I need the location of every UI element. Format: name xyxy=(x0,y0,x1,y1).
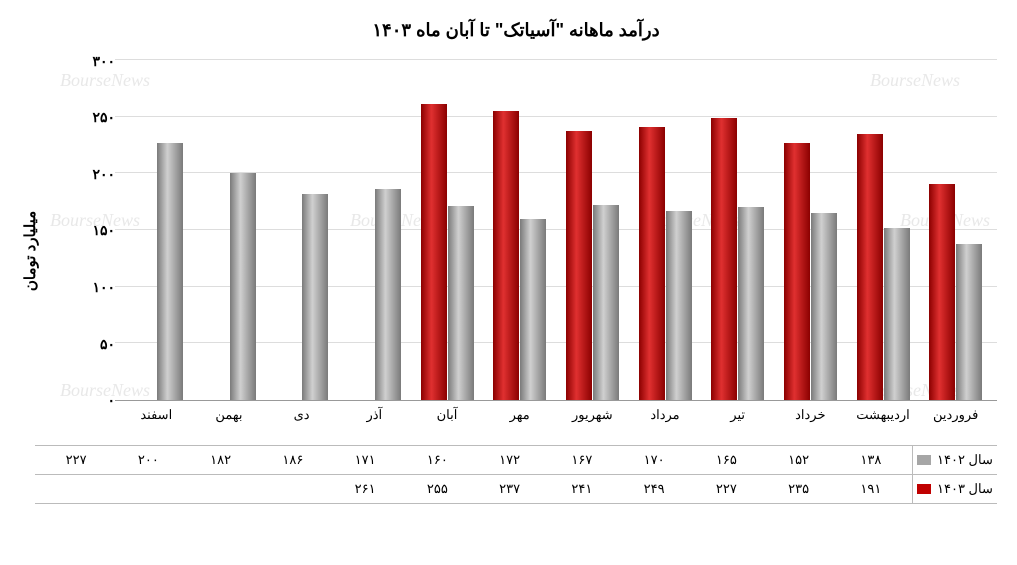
bar-1402 xyxy=(157,143,183,400)
x-label: فروردین xyxy=(919,407,992,423)
data-cell xyxy=(185,475,257,503)
data-cell: ۱۳۸ xyxy=(835,446,907,474)
bar-group xyxy=(711,61,764,400)
x-label: تیر xyxy=(701,407,774,423)
x-label: آبان xyxy=(411,407,484,423)
x-label: مرداد xyxy=(629,407,702,423)
legend-label-1403: سال ۱۴۰۳ xyxy=(937,481,993,497)
bar-1403 xyxy=(711,118,737,400)
chart-title: درآمد ماهانه "آسیاتک" تا آبان ماه ۱۴۰۳ xyxy=(35,20,997,41)
legend-swatch-1403 xyxy=(917,484,931,494)
bar-group xyxy=(639,61,692,400)
data-cell: ۲۴۱ xyxy=(546,475,618,503)
data-cell: ۲۲۷ xyxy=(690,475,762,503)
bar-1402 xyxy=(593,205,619,400)
bar-group xyxy=(130,61,183,400)
bar-1402 xyxy=(666,211,692,400)
bar-group xyxy=(275,61,328,400)
bar-1402 xyxy=(520,219,546,400)
bar-1402 xyxy=(956,244,982,400)
plot-wrap: فروردیناردیبهشتخردادتیرمردادشهریورمهرآبا… xyxy=(115,61,997,441)
bar-1402 xyxy=(738,207,764,400)
data-cell: ۱۶۷ xyxy=(546,446,618,474)
data-row-1403: سال ۱۴۰۳ ۱۹۱۲۳۵۲۲۷۲۴۹۲۴۱۲۳۷۲۵۵۲۶۱ xyxy=(35,474,997,504)
x-axis-labels: فروردیناردیبهشتخردادتیرمردادشهریورمهرآبا… xyxy=(115,401,997,423)
bar-group xyxy=(493,61,546,400)
bar-group xyxy=(203,61,256,400)
data-cell: ۱۷۱ xyxy=(329,446,401,474)
bar-1402 xyxy=(884,228,910,400)
x-label: آذر xyxy=(338,407,411,423)
data-cell: ۱۷۰ xyxy=(618,446,690,474)
x-label: شهریور xyxy=(556,407,629,423)
bar-1402 xyxy=(811,213,837,400)
bar-1403 xyxy=(929,184,955,400)
data-cell: ۱۹۱ xyxy=(835,475,907,503)
bar-1402 xyxy=(375,189,401,400)
x-label: خرداد xyxy=(774,407,847,423)
data-cell: ۱۸۶ xyxy=(257,446,329,474)
data-cell: ۱۸۲ xyxy=(185,446,257,474)
chart-area: میلیارد تومان ۳۰۰۲۵۰۲۰۰۱۵۰۱۰۰۵۰۰ فروردین… xyxy=(35,61,997,441)
plot-area xyxy=(115,61,997,401)
data-cell: ۱۶۵ xyxy=(690,446,762,474)
x-label: دی xyxy=(265,407,338,423)
legend-label-1402: سال ۱۴۰۲ xyxy=(937,452,993,468)
data-cells-1403: ۱۹۱۲۳۵۲۲۷۲۴۹۲۴۱۲۳۷۲۵۵۲۶۱ xyxy=(35,475,912,503)
data-cell xyxy=(40,475,112,503)
data-cell: ۱۶۰ xyxy=(401,446,473,474)
data-cell: ۲۵۵ xyxy=(401,475,473,503)
grid-line xyxy=(115,59,997,60)
y-axis: ۳۰۰۲۵۰۲۰۰۱۵۰۱۰۰۵۰۰ xyxy=(65,61,115,401)
data-row-1402: سال ۱۴۰۲ ۱۳۸۱۵۲۱۶۵۱۷۰۱۶۷۱۷۲۱۶۰۱۷۱۱۸۶۱۸۲۲… xyxy=(35,445,997,474)
bar-1403 xyxy=(784,143,810,400)
data-cell xyxy=(257,475,329,503)
data-cell: ۲۳۷ xyxy=(474,475,546,503)
data-cell: ۲۴۹ xyxy=(618,475,690,503)
data-cell: ۱۵۲ xyxy=(763,446,835,474)
bar-1403 xyxy=(421,104,447,400)
data-cell: ۲۶۱ xyxy=(329,475,401,503)
bar-group xyxy=(348,61,401,400)
bar-group xyxy=(784,61,837,400)
bar-1403 xyxy=(566,131,592,400)
bar-1402 xyxy=(230,173,256,400)
bar-group xyxy=(566,61,619,400)
bar-group xyxy=(929,61,982,400)
bar-group xyxy=(857,61,910,400)
data-table: سال ۱۴۰۲ ۱۳۸۱۵۲۱۶۵۱۷۰۱۶۷۱۷۲۱۶۰۱۷۱۱۸۶۱۸۲۲… xyxy=(35,445,997,504)
x-label: اسفند xyxy=(120,407,193,423)
legend-swatch-1402 xyxy=(917,455,931,465)
x-label: مهر xyxy=(483,407,556,423)
bar-group xyxy=(421,61,474,400)
y-axis-label-wrap: میلیارد تومان xyxy=(35,61,65,441)
chart-container: درآمد ماهانه "آسیاتک" تا آبان ماه ۱۴۰۳ م… xyxy=(0,0,1017,565)
legend-1402: سال ۱۴۰۲ xyxy=(912,446,997,474)
bar-1402 xyxy=(302,194,328,400)
bar-1402 xyxy=(448,206,474,400)
data-cell: ۲۳۵ xyxy=(763,475,835,503)
legend-1403: سال ۱۴۰۳ xyxy=(912,475,997,503)
data-cell xyxy=(112,475,184,503)
data-cell: ۲۲۷ xyxy=(40,446,112,474)
data-cell: ۲۰۰ xyxy=(112,446,184,474)
data-cells-1402: ۱۳۸۱۵۲۱۶۵۱۷۰۱۶۷۱۷۲۱۶۰۱۷۱۱۸۶۱۸۲۲۰۰۲۲۷ xyxy=(35,446,912,474)
x-label: اردیبهشت xyxy=(847,407,920,423)
bar-1403 xyxy=(493,111,519,400)
data-cell: ۱۷۲ xyxy=(474,446,546,474)
bar-1403 xyxy=(639,127,665,400)
y-axis-label: میلیارد تومان xyxy=(21,211,39,291)
bar-1403 xyxy=(857,134,883,400)
x-label: بهمن xyxy=(193,407,266,423)
